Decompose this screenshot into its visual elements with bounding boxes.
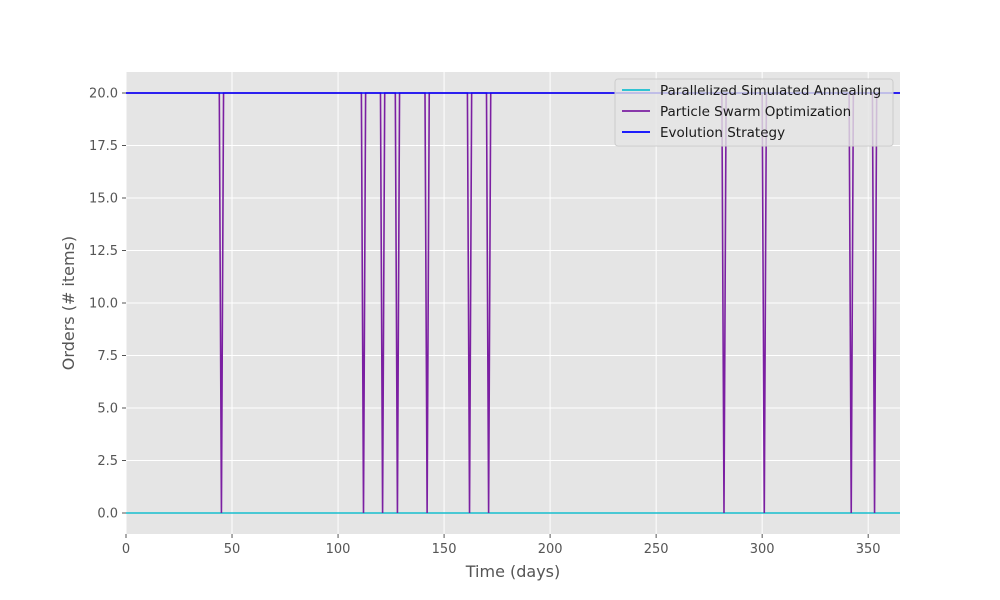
- x-axis: 0 50 100 150 200 250 300 350: [122, 534, 881, 557]
- x-tick-label: 300: [750, 542, 775, 557]
- y-axis-label: Orders (# items): [59, 236, 78, 370]
- y-tick-label: 2.5: [97, 454, 118, 469]
- y-tick-label: 15.0: [89, 192, 118, 207]
- legend-label-1: Parallelized Simulated Annealing: [660, 83, 881, 99]
- y-tick-label: 5.0: [97, 402, 118, 417]
- x-tick-label: 0: [122, 542, 130, 557]
- x-tick-label: 250: [644, 542, 669, 557]
- series-line-2: [126, 92, 900, 514]
- y-tick-label: 0.0: [97, 507, 118, 522]
- y-tick-label: 7.5: [97, 349, 118, 364]
- y-axis: 0.0 2.5 5.0 7.5 10.0 12.5 15.0 17.5 20.0: [89, 87, 126, 522]
- y-tick-label: 12.5: [89, 244, 118, 259]
- legend-label-2: Particle Swarm Optimization: [660, 104, 851, 120]
- x-tick-label: 200: [538, 542, 563, 557]
- y-tick-label: 10.0: [89, 297, 118, 312]
- legend: Parallelized Simulated Annealing Particle…: [614, 78, 894, 147]
- legend-label-3: Evolution Strategy: [660, 125, 785, 141]
- y-tick-label: 17.5: [89, 139, 118, 154]
- x-tick-label: 350: [856, 542, 881, 557]
- x-tick-label: 50: [224, 542, 241, 557]
- legend-box: [614, 78, 894, 147]
- x-axis-label: Time (days): [465, 562, 561, 581]
- x-tick-label: 150: [432, 542, 457, 557]
- x-tick-label: 100: [326, 542, 351, 557]
- y-tick-label: 20.0: [89, 87, 118, 102]
